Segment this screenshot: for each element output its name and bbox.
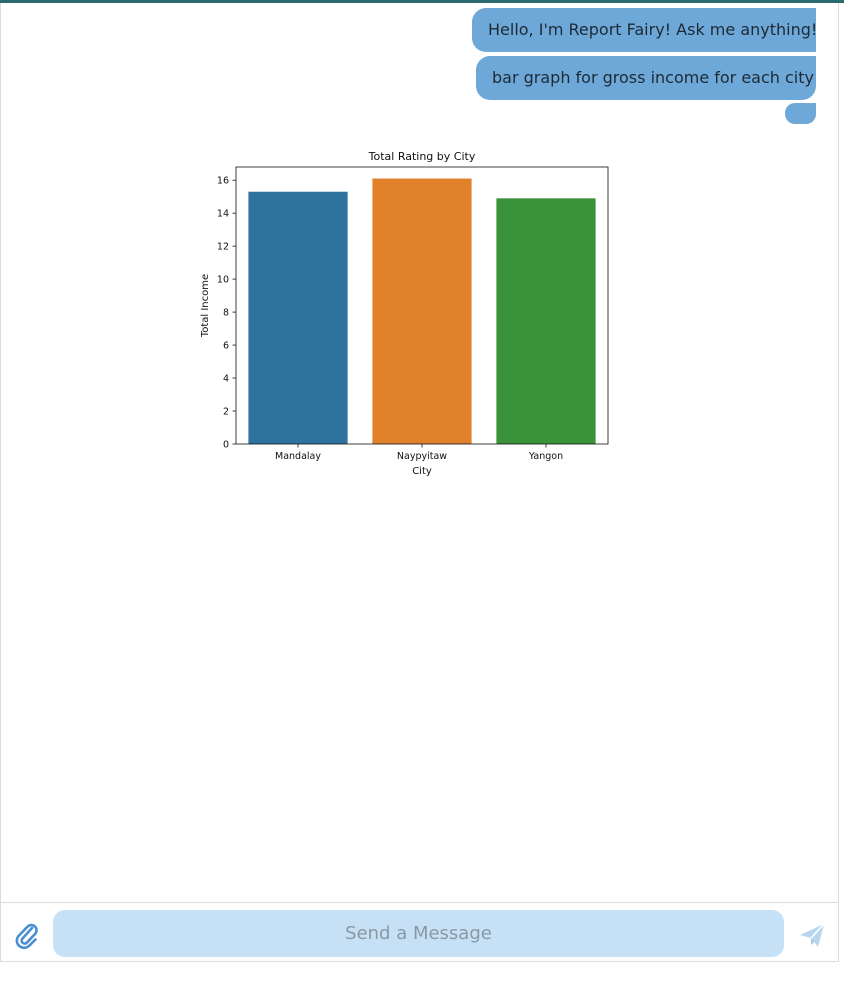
bar-naypyitaw: [372, 178, 472, 444]
plot-frame: [235, 166, 609, 445]
y-tick-label: 8: [223, 308, 229, 319]
chat-message-empty: [785, 103, 816, 124]
bar-chart: Total Rating by City Mandalay Naypyitaw Yan…: [196, 144, 616, 484]
chat-message-bot-greeting: Hello, I'm Report Fairy! Ask me anything…: [472, 8, 817, 52]
y-tick-label: 10: [217, 275, 229, 286]
y-axis-label: Total Income: [200, 274, 211, 338]
paperclip-icon[interactable]: [14, 921, 40, 950]
y-tick-label: 16: [217, 176, 229, 187]
send-icon[interactable]: [798, 921, 826, 949]
bar-chart-svg: Total Rating by City Mandalay Naypyitaw Yan…: [200, 150, 609, 477]
y-tick-label: 4: [223, 374, 229, 385]
message-input[interactable]: [53, 910, 784, 957]
y-tick-label: 12: [217, 242, 229, 253]
x-axis-label: City: [412, 466, 432, 477]
x-tick-label: Naypyitaw: [397, 451, 447, 462]
top-accent-bar: [0, 0, 844, 3]
x-tick-label: Mandalay: [275, 451, 321, 462]
chart-title: Total Rating by City: [368, 150, 476, 163]
y-tick-label: 2: [223, 407, 229, 418]
y-tick-label: 14: [217, 209, 229, 220]
y-tick-label: 0: [223, 440, 229, 451]
chat-message-user-query: bar graph for gross income for each city: [476, 56, 816, 100]
message-composer: [0, 902, 839, 962]
chat-window: [0, 3, 839, 962]
bar-mandalay: [248, 191, 348, 444]
x-tick-label: Yangon: [528, 451, 563, 462]
y-tick-label: 6: [223, 341, 229, 352]
bar-yangon: [496, 198, 596, 444]
